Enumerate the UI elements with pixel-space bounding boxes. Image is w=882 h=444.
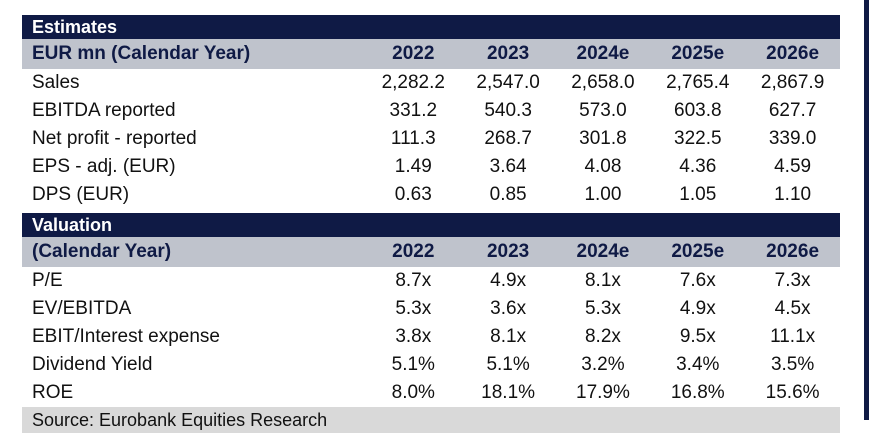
estimates-title-row: Estimates	[22, 15, 840, 39]
cell: 16.8%	[670, 382, 725, 403]
cell: 4.08	[584, 156, 622, 177]
cell: 9.5x	[679, 326, 716, 347]
cell: 2,282.2	[381, 72, 445, 93]
row-label: Sales	[32, 72, 80, 93]
year-header: 2022	[392, 43, 435, 64]
row-label: EV/EBITDA	[32, 298, 132, 319]
valuation-header-label: (Calendar Year)	[32, 241, 172, 262]
estimates-header-row: EUR mn (Calendar Year) 2022 2023 2024e 2…	[22, 39, 840, 69]
cell: 540.3	[484, 100, 532, 121]
cell: 322.5	[674, 128, 722, 149]
cell: 7.6x	[679, 270, 716, 291]
cell: 5.3x	[395, 298, 432, 319]
cell: 268.7	[484, 128, 532, 149]
cell: 1.49	[394, 156, 432, 177]
cell: 627.7	[768, 100, 817, 121]
cell: 18.1%	[481, 382, 536, 403]
table-row: P/E 8.7x 4.9x 8.1x 7.6x 7.3x	[22, 267, 840, 295]
year-header: 2025e	[671, 43, 725, 64]
estimates-title: Estimates	[32, 16, 118, 37]
cell: 3.5%	[770, 354, 815, 375]
year-header: 2023	[486, 43, 530, 64]
cell: 8.7x	[395, 270, 432, 291]
row-label: P/E	[32, 270, 63, 291]
cell: 17.9%	[576, 382, 630, 403]
row-label: Net profit - reported	[32, 128, 197, 149]
cell: 15.6%	[765, 382, 820, 403]
cell: 3.2%	[581, 354, 625, 375]
cell: 4.36	[679, 156, 717, 177]
estimates-header-label: EUR mn (Calendar Year)	[32, 43, 251, 64]
cell: 3.64	[489, 156, 527, 177]
row-label: EPS - adj. (EUR)	[32, 156, 176, 177]
year-header: 2023	[486, 241, 530, 262]
cell: 603.8	[674, 100, 722, 121]
table-row: ROE 8.0% 18.1% 17.9% 16.8% 15.6%	[22, 379, 840, 407]
year-header: 2025e	[671, 241, 725, 262]
row-label: DPS (EUR)	[32, 184, 130, 205]
year-header: 2022	[392, 241, 435, 262]
row-label: Dividend Yield	[32, 354, 153, 375]
cell: 111.3	[390, 128, 436, 149]
cell: 8.1x	[490, 326, 527, 347]
cell: 8.2x	[584, 326, 621, 347]
cell: 1.05	[679, 184, 717, 205]
table-row: Net profit - reported 111.3 268.7 301.8 …	[22, 125, 840, 153]
cell: 3.4%	[676, 354, 720, 375]
cell: 4.9x	[490, 270, 527, 291]
table-row: Dividend Yield 5.1% 5.1% 3.2% 3.4% 3.5%	[22, 351, 840, 379]
cell: 1.00	[584, 184, 622, 205]
valuation-title: Valuation	[32, 214, 113, 235]
cell: 2,867.9	[760, 72, 825, 93]
cell: 1.10	[774, 184, 812, 205]
cell: 2,547.0	[476, 72, 540, 93]
cell: 5.1%	[391, 354, 435, 375]
row-label: EBIT/Interest expense	[32, 326, 220, 347]
table-row: EPS - adj. (EUR) 1.49 3.64 4.08 4.36 4.5…	[22, 153, 840, 181]
cell: 0.85	[489, 184, 527, 205]
cell: 3.8x	[395, 326, 432, 347]
cell: 2,765.4	[666, 72, 730, 93]
cell: 4.59	[774, 156, 812, 177]
valuation-header-row: (Calendar Year) 2022 2023 2024e 2025e 20…	[22, 237, 840, 267]
cell: 5.1%	[486, 354, 530, 375]
cell: 8.0%	[391, 382, 435, 403]
source-note: Source: Eurobank Equities Research	[32, 409, 328, 430]
cell: 8.1x	[584, 270, 621, 291]
row-label: EBITDA reported	[32, 100, 176, 121]
cell: 4.5x	[774, 298, 811, 319]
cell: 0.63	[394, 184, 432, 205]
source-row: Source: Eurobank Equities Research	[22, 407, 840, 433]
year-header: 2026e	[766, 241, 820, 262]
table-row: EV/EBITDA 5.3x 3.6x 5.3x 4.9x 4.5x	[22, 295, 840, 323]
cell: 331.2	[389, 100, 438, 121]
cell: 4.9x	[679, 298, 716, 319]
valuation-title-row: Valuation	[22, 213, 840, 237]
cell: 339.0	[768, 128, 817, 149]
year-header: 2024e	[576, 241, 630, 262]
cell: 3.6x	[490, 298, 527, 319]
table-row: Sales 2,282.2 2,547.0 2,658.0 2,765.4 2,…	[22, 69, 840, 97]
financial-table: Estimates EUR mn (Calendar Year) 2022 20…	[22, 15, 840, 433]
cell: 11.1x	[770, 326, 816, 347]
cell: 301.8	[579, 128, 627, 149]
year-header: 2024e	[576, 43, 630, 64]
table-row: EBIT/Interest expense 3.8x 8.1x 8.2x 9.5…	[22, 323, 840, 351]
row-label: ROE	[32, 382, 74, 403]
cell: 5.3x	[584, 298, 621, 319]
cell: 573.0	[579, 100, 627, 121]
right-border-bar	[864, 0, 869, 420]
year-header: 2026e	[766, 43, 820, 64]
cell: 7.3x	[774, 270, 811, 291]
table-row: DPS (EUR) 0.63 0.85 1.00 1.05 1.10	[22, 181, 840, 209]
cell: 2,658.0	[571, 72, 635, 93]
table-row: EBITDA reported 331.2 540.3 573.0 603.8 …	[22, 97, 840, 125]
